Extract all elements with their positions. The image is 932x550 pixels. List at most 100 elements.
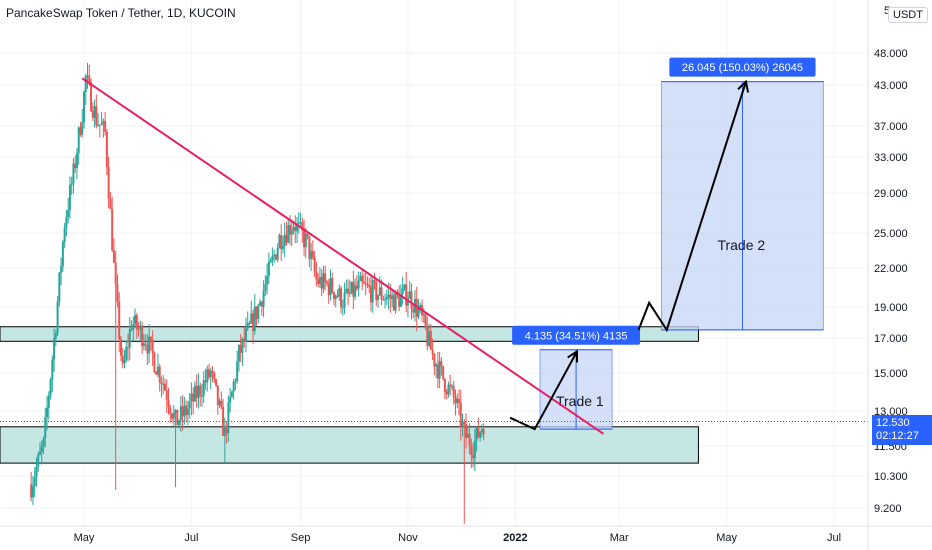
candle-body [202,380,205,396]
candle-body [401,288,404,295]
candle-body [35,466,38,478]
candle-body [338,288,341,297]
candle-body [158,366,161,383]
candle-body [162,383,165,385]
candle-body [215,378,218,386]
candle-body [366,283,369,286]
candle-body [146,344,149,354]
y-tick-label: 29.000 [874,188,908,200]
candle-body [375,281,378,301]
candle-body [72,163,75,184]
candle-body [206,369,209,383]
candle-body [79,127,82,135]
trade-2-label: Trade 2 [717,237,765,253]
candle-body [271,256,274,261]
x-tick-label: 2022 [503,532,527,544]
candle-body [341,307,344,309]
y-tick-label: 48.000 [874,48,908,60]
candle-body [49,379,52,396]
candle-body [422,314,425,316]
candle-body [452,386,455,397]
candle-body [257,305,260,320]
currency-badge[interactable]: USDT [888,7,928,23]
candle-body [172,412,175,419]
candle-body [352,281,355,297]
candle-body [482,428,485,435]
candle-body [156,366,159,375]
candle-body [361,276,364,282]
y-tick-label: 15.000 [874,368,908,380]
candle-body [278,235,281,248]
candle-body [343,292,346,308]
candle-body [58,272,61,302]
candle-body [222,406,225,436]
candle-body [104,120,107,132]
candle-body [329,277,332,296]
candle-body [468,433,471,447]
candle-body [477,427,480,438]
candle-body [211,370,214,373]
candle-body [42,438,45,447]
candle-body [280,235,283,250]
candle-body [248,323,251,325]
candle-body [449,384,452,387]
candle-body [250,313,253,324]
candle-body [225,425,228,434]
candle-body [259,301,262,306]
descending-trendline [81,77,604,435]
candle-body [276,247,279,260]
x-tick-label: Mar [610,532,629,544]
candle-body [178,420,181,426]
candle-body [306,233,309,237]
candle-body [333,292,335,299]
x-tick-label: Jul [184,532,198,544]
candle-body [433,353,436,367]
candle-body [377,294,380,301]
support-zone [0,426,699,464]
trade-1-label: Trade 1 [556,393,604,409]
candle-body [371,280,374,303]
candle-body [60,266,63,273]
candle-body [273,254,276,257]
candle-body [114,262,117,285]
candle-body [364,283,367,285]
candle-body [176,409,179,426]
candle-body [167,399,170,408]
candle-body [227,402,230,434]
candle-body [160,382,163,384]
candle-body [373,280,376,282]
candle-body [181,406,184,417]
candle-body [426,327,429,346]
candle-body [336,295,339,297]
candle-body [46,407,49,418]
candle-body [119,339,122,356]
candle-body [465,423,468,438]
candle-body [252,313,255,331]
x-tick-label: Jul [827,532,841,544]
candle-body [350,281,353,293]
candle-body [406,298,409,306]
candle-body [208,369,210,378]
candle-body [313,257,316,272]
candle-body [65,217,68,228]
candle-body [95,106,98,126]
candle-body [223,425,226,436]
candle-body [111,208,114,251]
candle-body [218,400,221,406]
y-tick-label: 25.000 [874,228,908,240]
candle-body [428,331,431,346]
candle-body [84,75,87,92]
candle-body [318,277,321,284]
candle-body [362,281,365,284]
candle-body [192,393,195,402]
candle-body [204,380,207,383]
annotation-layer [0,77,868,435]
candle-body [440,361,443,367]
y-tick-label: 22.000 [874,263,908,275]
candle-body [91,111,94,118]
candle-body [470,446,473,456]
candle-body [445,392,448,395]
